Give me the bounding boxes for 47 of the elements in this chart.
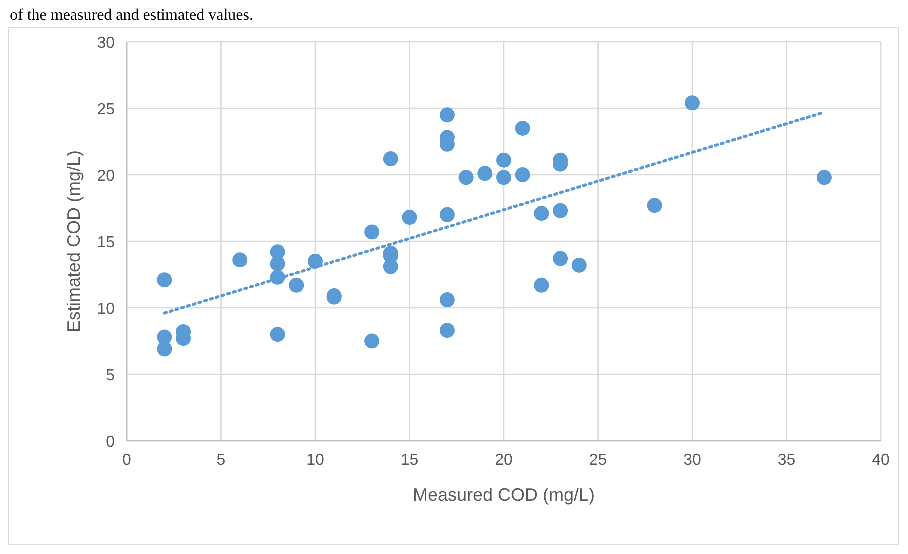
x-tick-label: 30 <box>684 452 702 469</box>
y-tick-label: 15 <box>97 234 116 252</box>
point <box>496 152 512 168</box>
point <box>647 198 662 214</box>
point <box>572 258 587 273</box>
point <box>534 278 550 293</box>
point <box>440 292 455 308</box>
y-axis-title: Estimated COD (mg/L) <box>64 150 84 333</box>
x-axis-title: Measured COD (mg/L) <box>412 485 596 505</box>
y-tick-label: 5 <box>106 368 116 384</box>
y-tick-label: 10 <box>97 301 116 318</box>
point <box>816 170 832 186</box>
point <box>270 256 286 272</box>
x-tick-label: 0 <box>122 452 132 469</box>
point <box>364 334 380 349</box>
point <box>383 152 398 167</box>
point <box>515 168 530 182</box>
point <box>402 210 418 226</box>
point <box>364 224 380 240</box>
point <box>553 203 568 218</box>
point <box>458 170 474 186</box>
x-tick-label: 35 <box>778 452 796 469</box>
point <box>534 206 550 222</box>
x-tick-label: 25 <box>589 452 608 469</box>
text: of the measured and estimated values. <box>10 7 254 24</box>
point <box>515 120 530 136</box>
x-tick-label: 10 <box>306 452 324 469</box>
point <box>496 170 512 186</box>
point <box>289 278 304 293</box>
point <box>157 342 172 357</box>
point <box>440 207 455 222</box>
x-tick-label: 15 <box>400 452 419 469</box>
point <box>440 323 455 338</box>
y-tick-label: 20 <box>97 168 116 185</box>
x-tick-label: 5 <box>216 452 226 469</box>
point <box>440 108 455 123</box>
y-tick-label: 0 <box>106 434 116 451</box>
point <box>685 96 700 111</box>
point <box>232 252 248 268</box>
x-tick-label: 40 <box>872 452 890 469</box>
point <box>157 272 172 288</box>
x-tick-label: 20 <box>495 452 513 469</box>
y-tick-label: 25 <box>97 102 116 118</box>
point <box>553 251 568 266</box>
y-tick-label: 30 <box>97 35 116 52</box>
point <box>270 327 286 342</box>
point <box>478 166 493 182</box>
